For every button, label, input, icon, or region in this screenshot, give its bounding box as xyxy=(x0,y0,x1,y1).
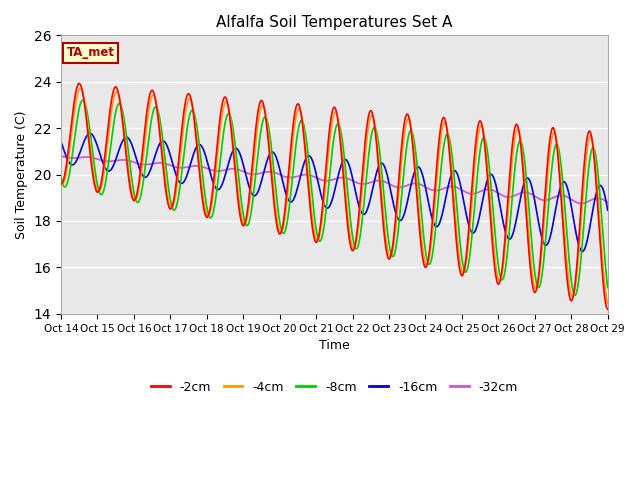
-32cm xyxy=(577,201,585,206)
-8cm xyxy=(571,292,579,298)
-32cm xyxy=(588,197,596,203)
-32cm xyxy=(308,173,316,179)
-16cm xyxy=(86,131,94,136)
Title: Alfalfa Soil Temperatures Set A: Alfalfa Soil Temperatures Set A xyxy=(216,15,452,30)
-16cm xyxy=(604,207,612,213)
Y-axis label: Soil Temperature (C): Soil Temperature (C) xyxy=(15,110,28,239)
Text: TA_met: TA_met xyxy=(67,47,115,60)
-16cm xyxy=(57,139,65,144)
-16cm xyxy=(589,210,596,216)
-4cm xyxy=(57,180,65,186)
-2cm xyxy=(76,81,83,86)
-8cm xyxy=(488,192,495,197)
Legend: -2cm, -4cm, -8cm, -16cm, -32cm: -2cm, -4cm, -8cm, -16cm, -32cm xyxy=(146,376,523,399)
-2cm xyxy=(604,306,612,312)
-4cm xyxy=(308,217,316,223)
Line: -4cm: -4cm xyxy=(61,88,608,303)
-2cm xyxy=(308,227,316,232)
-4cm xyxy=(588,136,596,142)
-16cm xyxy=(579,249,586,254)
-8cm xyxy=(604,285,612,290)
-32cm xyxy=(57,153,65,159)
-2cm xyxy=(588,135,596,141)
-8cm xyxy=(323,198,331,204)
-16cm xyxy=(85,131,93,137)
-2cm xyxy=(85,142,93,148)
-16cm xyxy=(308,158,316,164)
-4cm xyxy=(488,218,495,224)
-8cm xyxy=(57,175,65,180)
-2cm xyxy=(488,233,495,239)
-2cm xyxy=(588,137,596,143)
-4cm xyxy=(323,165,331,171)
-4cm xyxy=(85,134,93,140)
-8cm xyxy=(308,197,316,203)
-4cm xyxy=(588,135,596,141)
Line: -2cm: -2cm xyxy=(61,84,608,309)
-4cm xyxy=(604,300,612,306)
-2cm xyxy=(57,181,65,187)
-32cm xyxy=(488,187,495,192)
-8cm xyxy=(85,122,93,128)
-16cm xyxy=(323,205,331,211)
-16cm xyxy=(588,211,596,217)
-32cm xyxy=(588,197,596,203)
Line: -32cm: -32cm xyxy=(61,156,608,204)
X-axis label: Time: Time xyxy=(319,339,349,352)
-2cm xyxy=(323,151,331,157)
Line: -16cm: -16cm xyxy=(61,133,608,252)
Line: -8cm: -8cm xyxy=(61,100,608,295)
-16cm xyxy=(488,172,495,178)
-8cm xyxy=(79,97,87,103)
-8cm xyxy=(588,146,596,152)
-32cm xyxy=(85,154,93,160)
-32cm xyxy=(604,200,612,205)
-32cm xyxy=(323,178,331,184)
-8cm xyxy=(589,145,596,151)
-4cm xyxy=(76,85,84,91)
